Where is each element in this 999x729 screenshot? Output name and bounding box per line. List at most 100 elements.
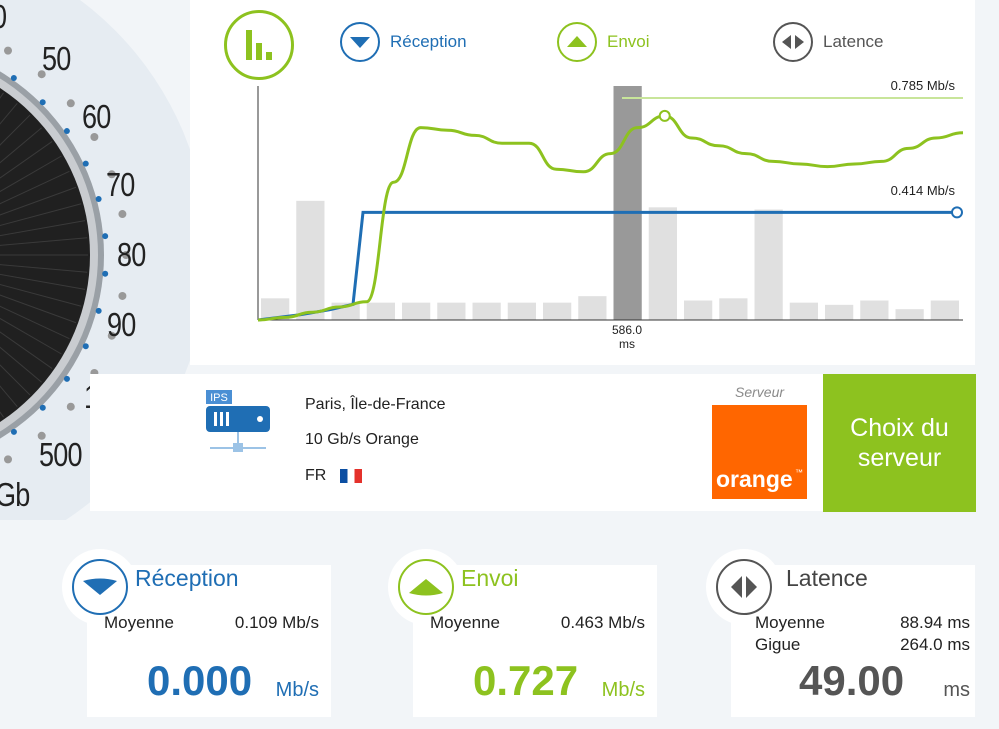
latency-bar <box>648 207 677 320</box>
latency-bar-highlight <box>613 86 642 320</box>
envoi-badge <box>388 549 464 625</box>
envoi-line <box>257 114 964 322</box>
legend-latence[interactable]: Latence <box>773 22 884 62</box>
cursor-unit-label: ms <box>619 337 635 351</box>
gauge-dial-line <box>0 305 70 340</box>
gauge-blue-marker <box>63 128 70 135</box>
latency-bar <box>366 302 395 320</box>
legend-envoi-label: Envoi <box>607 32 650 51</box>
latency-bar <box>719 298 748 320</box>
latence-jitter-label: Gigue <box>755 635 801 654</box>
legend-reception-label: Réception <box>390 32 467 51</box>
gauge-tick-dot <box>66 99 75 108</box>
reception-badge <box>62 549 138 625</box>
latency-bar <box>860 300 889 320</box>
speed-chart: 0.785 Mb/s 0.414 Mb/s 586.0 ms <box>257 78 964 351</box>
up-arrow-icon <box>557 22 597 62</box>
gauge-label-60: 60 <box>82 98 111 135</box>
gauge-dial-line <box>0 237 88 246</box>
gauge-blue-marker <box>63 375 70 382</box>
gauge-dial-line <box>0 364 31 396</box>
gauge-blue-marker <box>102 270 109 277</box>
gauge-tick-dot <box>4 455 12 464</box>
down-arrow-icon <box>72 559 128 615</box>
reception-line <box>257 210 957 322</box>
gauge-tick-dot <box>107 170 116 179</box>
server-country-code: FR <box>305 467 327 484</box>
bar-chart-icon <box>246 30 272 60</box>
gauge-tick-dot <box>118 210 127 219</box>
gauge-blue-marker <box>95 307 102 314</box>
gauge-dial-line <box>0 317 62 355</box>
legend-envoi[interactable]: Envoi <box>557 22 650 62</box>
latency-bar <box>930 300 959 320</box>
gauge-blue-marker <box>10 75 17 82</box>
gauge-dial-line <box>0 264 88 273</box>
gauge-blue-marker <box>102 233 109 240</box>
speed-gauge: 0 50 60 70 80 90 100 500 Gb <box>0 0 215 520</box>
chart-panel: Réception Envoi Latence 0.785 Mb/s 0.414… <box>190 0 975 365</box>
gauge-tick-dot <box>118 291 127 300</box>
envoi-avg-label: Moyenne <box>430 613 500 632</box>
latency-bar <box>507 302 536 320</box>
reception-title: Réception <box>135 565 239 591</box>
gauge-label-70: 70 <box>106 166 135 203</box>
envoi-peak-marker <box>658 109 671 122</box>
gauge-label-gb: Gb <box>0 476 30 513</box>
gauge-dial-line <box>0 170 70 205</box>
latency-bar <box>543 302 572 320</box>
latence-current-value: 49.00 <box>799 657 905 704</box>
gauge-dial-line <box>0 155 62 193</box>
latence-badge <box>706 549 782 625</box>
gauge-dial-line <box>0 220 86 237</box>
latence-jitter-value: 264.0 ms <box>900 635 970 654</box>
gauge-dial-line <box>0 103 18 125</box>
envoi-current-value: 0.727 <box>473 657 579 704</box>
server-label: Serveur <box>735 384 785 400</box>
gauge-tick-dot <box>37 431 46 440</box>
gauge-dial <box>0 0 208 520</box>
legend-reception[interactable]: Réception <box>340 22 467 62</box>
orange-logo-tm: ™ <box>795 468 803 477</box>
latence-unit: ms <box>943 679 970 701</box>
server-panel: IPS Paris, Île-de-France 10 Gb/s Orange … <box>90 374 823 511</box>
gauge-label-80: 80 <box>117 236 146 273</box>
orange-logo: orange ™ <box>712 405 807 499</box>
gauge-tick-dot <box>90 133 99 141</box>
gauge-dial-line <box>0 331 53 369</box>
server-provider: 10 Gb/s Orange <box>305 431 419 448</box>
latency-bar <box>684 300 713 320</box>
legend-latence-label: Latence <box>823 32 884 51</box>
latence-avg-value: 88.94 ms <box>900 613 970 632</box>
latence-title: Latence <box>786 565 868 591</box>
gauge-blue-marker <box>10 428 17 435</box>
latence-avg-label: Moyenne <box>755 613 825 632</box>
reception-end-marker <box>951 206 963 219</box>
card-envoi: Envoi Moyenne 0.463 Mb/s 0.727 Mb/s <box>388 549 657 717</box>
gauge-blue-marker <box>82 343 89 350</box>
gauge-blue-marker <box>95 196 102 203</box>
envoi-unit: Mb/s <box>601 679 645 701</box>
gauge-tick-dot <box>4 46 12 55</box>
gauge-tick-dot <box>37 70 46 79</box>
gauge-dial-line <box>0 114 31 146</box>
latency-bar <box>296 200 325 320</box>
card-reception: Réception Moyenne 0.109 Mb/s 0.000 Mb/s <box>62 549 331 717</box>
gauge-dial-line <box>0 186 77 216</box>
reception-unit: Mb/s <box>275 679 319 701</box>
envoi-avg-value: 0.463 Mb/s <box>560 613 645 632</box>
server-icon: IPS <box>206 390 270 452</box>
latency-bar <box>825 304 854 320</box>
latency-bar <box>437 302 466 320</box>
reception-value-label: 0.414 Mb/s <box>891 183 956 198</box>
reception-avg-label: Moyenne <box>104 613 174 632</box>
cursor-value-label: 586.0 <box>612 323 642 337</box>
gauge-label-90: 90 <box>107 306 136 343</box>
chart-view-button[interactable] <box>224 10 294 80</box>
latency-arrows-icon <box>716 559 772 615</box>
gauge-tick-dot <box>107 331 116 340</box>
gauge-dial-line <box>0 283 82 307</box>
card-latence: Latence Moyenne 88.94 ms Gigue 264.0 ms … <box>706 549 975 717</box>
svg-text:IPS: IPS <box>210 392 228 404</box>
choose-server-button[interactable]: Choix du serveur <box>823 374 976 512</box>
